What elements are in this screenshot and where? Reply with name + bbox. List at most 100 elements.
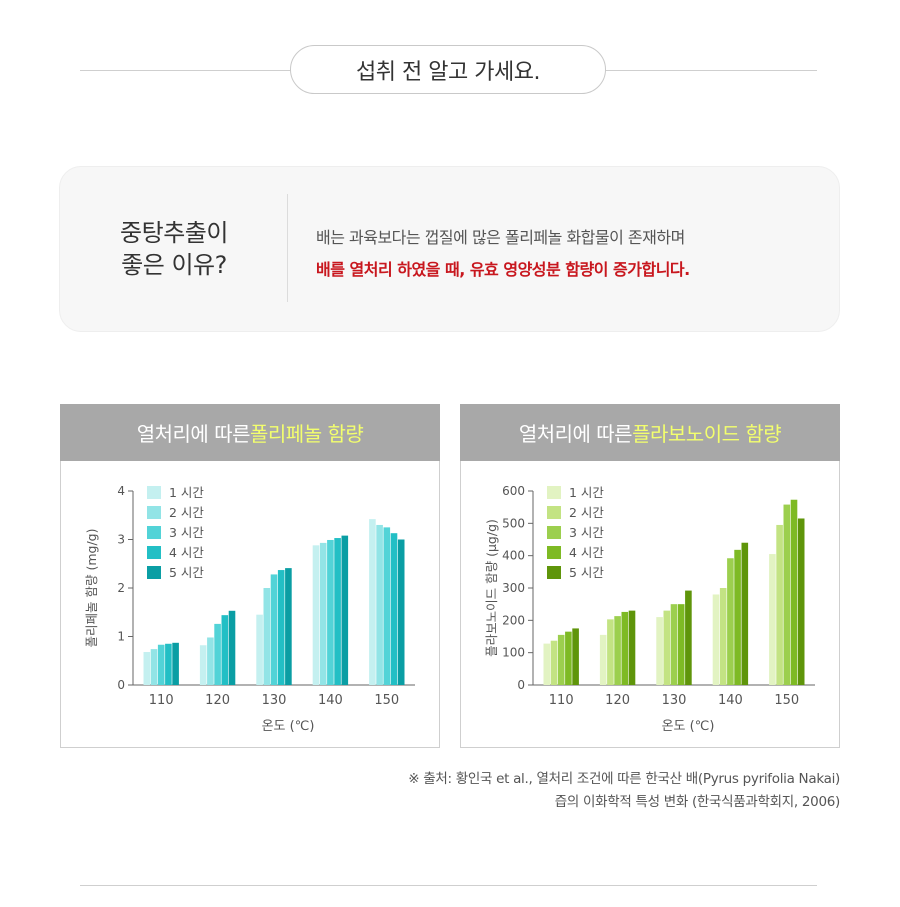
flavonoid-bar	[769, 554, 776, 685]
flavonoid-bar	[727, 558, 734, 685]
flavonoid-x-tick-label: 110	[549, 693, 574, 708]
polyphenol-legend-label: 1 시간	[169, 485, 204, 500]
flavonoid-bar	[685, 590, 692, 685]
polyphenol-bar	[165, 643, 172, 685]
flavonoid-bar	[663, 610, 671, 685]
flavonoid-legend-label: 2 시간	[569, 505, 604, 520]
flavonoid-chart: 0 100 200 300 400 500 600 110 120 130 140 150 온도 (℃)…	[484, 484, 815, 734]
flavonoid-title-prefix: 열처리에 따른	[518, 422, 633, 446]
flavonoid-chart-title: 열처리에 따른 플라보노이드 함량	[460, 404, 840, 461]
flavonoid-y-tick-label: 600	[502, 484, 525, 498]
polyphenol-bar	[285, 568, 292, 685]
polyphenol-bar	[199, 645, 207, 685]
polyphenol-bar	[228, 610, 236, 685]
polyphenol-y-tick-label: 4	[117, 484, 125, 498]
section-title: 섭취 전 알고 가세요.	[290, 45, 606, 94]
info-question-line1: 중탕추출이	[120, 219, 228, 247]
source-citation-line2: 즙의 이화학적 특성 변화 (한국식품과학회지, 2006)	[554, 794, 841, 810]
flavonoid-legend-swatch	[547, 566, 561, 579]
polyphenol-bar	[397, 539, 405, 685]
polyphenol-bar	[390, 533, 398, 685]
flavonoid-bar	[621, 611, 629, 685]
flavonoid-bar	[550, 640, 558, 685]
flavonoid-y-axis-title: 플라보노이드 함량 (μg/g)	[484, 519, 499, 657]
polyphenol-bar	[221, 615, 229, 685]
flavonoid-title-highlight: 플라보노이드 함량	[632, 422, 782, 446]
flavonoid-legend-label: 5 시간	[569, 565, 604, 580]
flavonoid-legend-swatch	[547, 506, 561, 519]
flavonoid-chart-panel: 열처리에 따른 플라보노이드 함량 0 100 200 300 400 500 600 110…	[460, 404, 840, 748]
info-divider	[287, 194, 288, 302]
polyphenol-bar	[327, 539, 334, 685]
polyphenol-y-tick-label: 1	[117, 630, 125, 644]
flavonoid-x-tick-label: 130	[662, 693, 687, 708]
flavonoid-bar	[599, 634, 607, 685]
polyphenol-chart-title: 열처리에 따른 폴리페놀 함량	[60, 404, 440, 461]
flavonoid-y-tick-label: 0	[517, 678, 525, 692]
flavonoid-bar	[734, 549, 741, 685]
source-citation-line1: ※ 출처: 황인국 et al., 열처리 조건에 따른 한국산 배(Pyrus…	[408, 771, 840, 787]
polyphenol-bar	[172, 642, 179, 685]
polyphenol-x-tick-label: 110	[149, 693, 174, 708]
flavonoid-y-tick-label: 200	[502, 613, 525, 627]
polyphenol-y-tick-label: 0	[117, 678, 125, 692]
polyphenol-legend-swatch	[147, 526, 161, 539]
polyphenol-bar	[150, 649, 158, 685]
flavonoid-bar	[656, 617, 663, 685]
polyphenol-bar	[207, 637, 214, 685]
polyphenol-bar	[341, 535, 349, 685]
flavonoid-bar	[783, 504, 791, 685]
info-description: 배는 과육보다는 껍질에 많은 폴리페놀 화합물이 존재하며	[316, 228, 685, 247]
polyphenol-legend-label: 2 시간	[169, 505, 204, 520]
flavonoid-x-tick-label: 140	[718, 693, 743, 708]
flavonoid-bar	[797, 518, 805, 685]
polyphenol-bar	[143, 652, 151, 685]
flavonoid-legend-swatch	[547, 546, 561, 559]
polyphenol-bar	[312, 545, 320, 685]
polyphenol-bar	[157, 644, 165, 685]
flavonoid-bar	[677, 604, 685, 685]
polyphenol-chart-panel: 열처리에 따른 폴리페놀 함량 0 1 2 3 4 110 120 130 140 150 온도 (…	[60, 404, 440, 748]
flavonoid-bar	[628, 610, 636, 685]
flavonoid-x-tick-label: 150	[774, 693, 799, 708]
polyphenol-legend-label: 5 시간	[169, 565, 204, 580]
polyphenol-bar	[383, 527, 391, 685]
footer-divider-line	[80, 885, 817, 886]
flavonoid-legend-swatch	[547, 526, 561, 539]
info-question-line2: 좋은 이유?	[121, 251, 227, 279]
info-emphasis: 배를 열처리 하였을 때, 유효 영양성분 함량이 증가합니다.	[316, 260, 690, 279]
flavonoid-bar	[543, 643, 551, 685]
polyphenol-x-axis-title: 온도 (℃)	[262, 719, 315, 734]
flavonoid-legend-label: 1 시간	[569, 485, 604, 500]
flavonoid-legend-label: 3 시간	[569, 525, 604, 540]
polyphenol-title-highlight: 폴리페놀 함량	[250, 422, 364, 446]
flavonoid-x-axis-title: 온도 (℃)	[662, 719, 715, 734]
flavonoid-bar	[557, 634, 565, 685]
polyphenol-y-axis-title: 폴리페놀 함량 (mg/g)	[84, 529, 99, 648]
flavonoid-bar	[670, 604, 678, 685]
polyphenol-bar	[319, 542, 327, 685]
flavonoid-legend-swatch	[547, 486, 561, 499]
info-question: 중탕추출이 좋은 이유?	[60, 217, 288, 281]
info-box: 중탕추출이 좋은 이유? 배는 과육보다는 껍질에 많은 폴리페놀 화합물이 존…	[59, 166, 840, 332]
flavonoid-x-tick-label: 120	[605, 693, 630, 708]
polyphenol-bar	[270, 574, 278, 685]
polyphenol-x-tick-label: 140	[318, 693, 343, 708]
flavonoid-y-tick-label: 500	[502, 516, 525, 530]
flavonoid-bar	[614, 616, 621, 685]
polyphenol-legend-swatch	[147, 486, 161, 499]
polyphenol-bar	[214, 623, 221, 685]
flavonoid-bar	[565, 631, 572, 685]
polyphenol-y-tick-label: 2	[117, 581, 125, 595]
polyphenol-bar	[277, 570, 285, 685]
flavonoid-bar	[741, 542, 749, 685]
polyphenol-legend-label: 4 시간	[169, 545, 204, 560]
flavonoid-bar	[572, 628, 579, 685]
flavonoid-bar	[776, 524, 783, 685]
polyphenol-bar	[369, 519, 376, 685]
polyphenol-legend-label: 3 시간	[169, 525, 204, 540]
polyphenol-chart: 0 1 2 3 4 110 120 130 140 150 온도 (℃) 폴리페놀 함량 (mg/g)…	[84, 484, 415, 734]
polyphenol-bar	[376, 524, 383, 685]
flavonoid-bar	[712, 594, 720, 685]
polyphenol-bar	[334, 538, 341, 685]
